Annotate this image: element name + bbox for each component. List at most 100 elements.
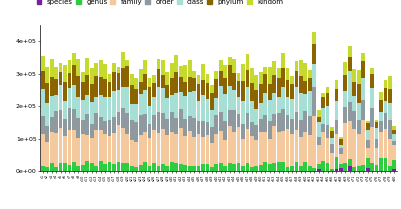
Bar [268, 164, 271, 171]
Bar [179, 109, 182, 128]
Bar [107, 74, 111, 82]
Bar [215, 164, 218, 171]
Bar [54, 133, 58, 167]
Bar [348, 166, 352, 171]
Bar [286, 167, 290, 171]
Bar [112, 117, 116, 133]
Bar [219, 86, 223, 112]
Bar [112, 63, 116, 72]
Bar [103, 121, 107, 134]
Bar [388, 103, 392, 120]
Bar [134, 167, 138, 171]
Bar [272, 93, 276, 113]
Bar [308, 166, 312, 171]
Bar [170, 94, 174, 112]
Bar [357, 70, 360, 84]
Bar [174, 72, 178, 93]
Bar [357, 134, 360, 166]
Bar [344, 163, 347, 171]
Bar [352, 96, 356, 111]
Bar [299, 93, 303, 120]
Bar [152, 163, 156, 171]
Bar [130, 120, 134, 140]
Bar [215, 98, 218, 115]
Bar [188, 166, 192, 171]
Bar [139, 94, 143, 115]
Bar [107, 120, 111, 136]
Bar [312, 87, 316, 116]
Bar [304, 63, 307, 81]
Bar [383, 158, 387, 171]
Bar [90, 84, 93, 102]
Bar [245, 129, 249, 163]
Bar [383, 129, 387, 158]
Bar [72, 130, 76, 162]
Bar [237, 97, 241, 114]
Bar [334, 120, 338, 134]
Bar [255, 109, 258, 125]
Bar [117, 73, 120, 90]
Bar [174, 117, 178, 134]
Bar [201, 80, 205, 95]
Bar [139, 82, 143, 94]
Bar [308, 116, 312, 135]
Bar [393, 169, 396, 171]
Bar [170, 62, 174, 78]
Bar [237, 81, 241, 97]
Bar [366, 148, 369, 158]
Bar [161, 164, 165, 171]
Bar [299, 137, 303, 166]
Bar [117, 90, 120, 112]
Bar [290, 119, 294, 134]
Bar [379, 100, 383, 112]
Bar [317, 137, 320, 145]
Bar [370, 163, 374, 171]
Bar [156, 87, 160, 112]
Bar [54, 79, 58, 96]
Bar [45, 141, 49, 167]
Bar [241, 166, 245, 171]
Bar [294, 87, 298, 112]
Bar [277, 78, 281, 97]
Bar [201, 164, 205, 171]
Bar [130, 85, 134, 104]
Bar [59, 128, 63, 163]
Bar [370, 74, 374, 88]
Bar [143, 60, 147, 74]
Bar [192, 78, 196, 92]
Bar [90, 163, 93, 171]
Bar [183, 82, 187, 96]
Bar [201, 64, 205, 80]
Bar [72, 85, 76, 109]
Bar [383, 80, 387, 88]
Bar [152, 130, 156, 163]
Bar [219, 60, 223, 71]
Bar [268, 67, 271, 84]
Bar [170, 132, 174, 162]
Bar [112, 72, 116, 91]
Bar [121, 128, 125, 163]
Bar [304, 133, 307, 162]
Bar [352, 82, 356, 96]
Bar [361, 120, 365, 165]
Bar [121, 68, 125, 87]
Bar [107, 82, 111, 97]
Bar [179, 92, 182, 109]
Bar [183, 136, 187, 165]
Bar [215, 134, 218, 164]
Bar [330, 153, 334, 169]
Bar [68, 130, 71, 165]
Bar [130, 74, 134, 85]
Bar [148, 124, 152, 138]
Bar [312, 168, 316, 171]
Bar [90, 68, 93, 84]
Bar [81, 134, 85, 165]
Bar [250, 167, 254, 171]
Bar [352, 111, 356, 129]
Bar [334, 134, 338, 157]
Bar [103, 97, 107, 121]
Bar [170, 78, 174, 94]
Bar [196, 166, 200, 171]
Bar [352, 129, 356, 167]
Bar [277, 97, 281, 113]
